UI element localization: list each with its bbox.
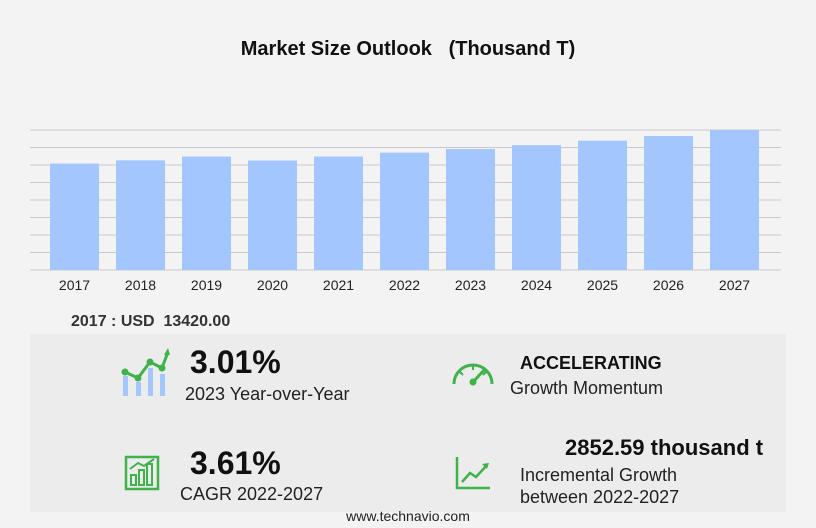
- x-tick-label: 2017: [59, 277, 90, 293]
- x-tick-label: 2027: [719, 277, 750, 293]
- yoy-label: 2023 Year-over-Year: [185, 384, 350, 404]
- x-tick-label: 2019: [191, 277, 222, 293]
- bar-2017: [50, 163, 99, 270]
- momentum-value: ACCELERATING: [520, 353, 662, 373]
- footer-source: www.technavio.com: [346, 508, 470, 524]
- bar-2024: [512, 145, 561, 270]
- x-tick-label: 2021: [323, 277, 354, 293]
- bar-2026: [644, 136, 693, 270]
- incremental-label-line2: between 2022-2027: [520, 487, 680, 507]
- bar-2025: [578, 140, 627, 270]
- x-tick-label: 2022: [389, 277, 420, 293]
- bar-2018: [116, 160, 165, 270]
- bar-2022: [380, 152, 429, 270]
- incremental-label-line1: Incremental Growth: [520, 465, 678, 485]
- bar-2023: [446, 149, 495, 270]
- chart-bars: [50, 130, 759, 270]
- x-tick-label: 2026: [653, 277, 684, 293]
- x-tick-label: 2020: [257, 277, 288, 293]
- line-bar-growth-icon: [121, 348, 170, 396]
- momentum-label: Growth Momentum: [510, 378, 664, 398]
- trend-up-icon: [455, 457, 490, 490]
- bar-2021: [314, 156, 363, 270]
- chart-x-ticks: 2017 2018 2019 2020 2021 2022 2023 2024 2025 2026…: [59, 277, 750, 293]
- cagr-value: 3.61%: [190, 445, 281, 481]
- bar-chart: 2017 2018 2019 2020 2021 2022 2023 2024 2025 2026…: [30, 129, 781, 293]
- x-tick-label: 2023: [455, 277, 486, 293]
- x-tick-label: 2025: [587, 277, 618, 293]
- incremental-value: 2852.59 thousand t: [565, 435, 764, 460]
- x-tick-label: 2018: [125, 277, 156, 293]
- x-tick-label: 2024: [521, 277, 552, 293]
- base-year-value: 2017 : USD 13420.00: [71, 313, 231, 330]
- bar-2019: [182, 156, 231, 270]
- bar-2027: [710, 130, 759, 270]
- speedometer-icon: [452, 363, 494, 386]
- cagr-label: CAGR 2022-2027: [180, 484, 324, 504]
- bar-chart-growth-icon: [124, 455, 160, 491]
- bar-2020: [248, 160, 297, 270]
- chart-title: Market Size Outlook (Thousand T): [240, 38, 576, 60]
- yoy-value: 3.01%: [190, 344, 281, 380]
